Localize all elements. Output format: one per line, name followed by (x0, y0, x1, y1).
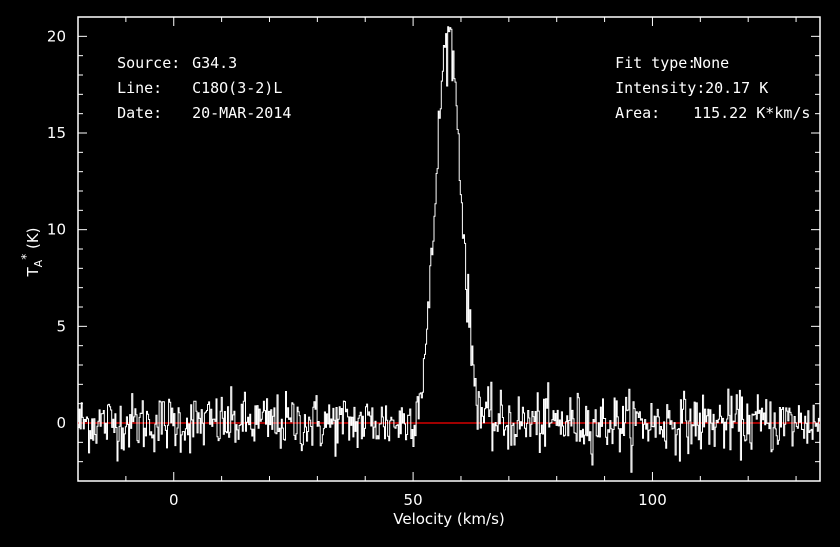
area-label: Area: (615, 104, 661, 122)
y-tick-label: 10 (47, 221, 66, 239)
line-value: C18O(3-2)L (192, 79, 283, 97)
x-tick-label: 0 (169, 491, 179, 509)
area-row: Area: 115.22 K*km/s (597, 86, 810, 122)
source-label: Source: (117, 54, 181, 72)
source-row: Source: G34.3 (99, 36, 237, 72)
date-label: Date: (117, 104, 163, 122)
y-tick-label: 20 (47, 27, 66, 45)
fit-row: Fit type:None (597, 36, 729, 72)
y-tick-label: 15 (47, 124, 66, 142)
y-tick-label: 0 (56, 414, 66, 432)
area-value: 115.22 K*km/s (693, 104, 811, 122)
x-tick-labels: 0 50 100 (169, 491, 667, 509)
fit-value: None (693, 54, 730, 72)
x-tick-label: 100 (638, 491, 667, 509)
x-tick-label: 50 (404, 491, 423, 509)
spectrum-line (78, 26, 820, 473)
x-axis-title: Velocity (km/s) (393, 510, 504, 528)
line-label: Line: (117, 79, 163, 97)
line-row: Line: C18O(3-2)L (99, 61, 282, 97)
source-value: G34.3 (192, 54, 238, 72)
y-axis-title: TA* (K) (19, 227, 45, 277)
y-tick-label: 5 (56, 317, 66, 335)
intensity-row: Intensity:20.17 K (597, 61, 768, 97)
date-value: 20-MAR-2014 (192, 104, 292, 122)
intensity-label: Intensity: (615, 79, 706, 97)
intensity-value: 20.17 K (705, 79, 769, 97)
y-tick-labels: 0 5 10 15 20 (47, 27, 66, 432)
date-row: Date: 20-MAR-2014 (99, 86, 291, 122)
fit-label: Fit type: (615, 54, 697, 72)
